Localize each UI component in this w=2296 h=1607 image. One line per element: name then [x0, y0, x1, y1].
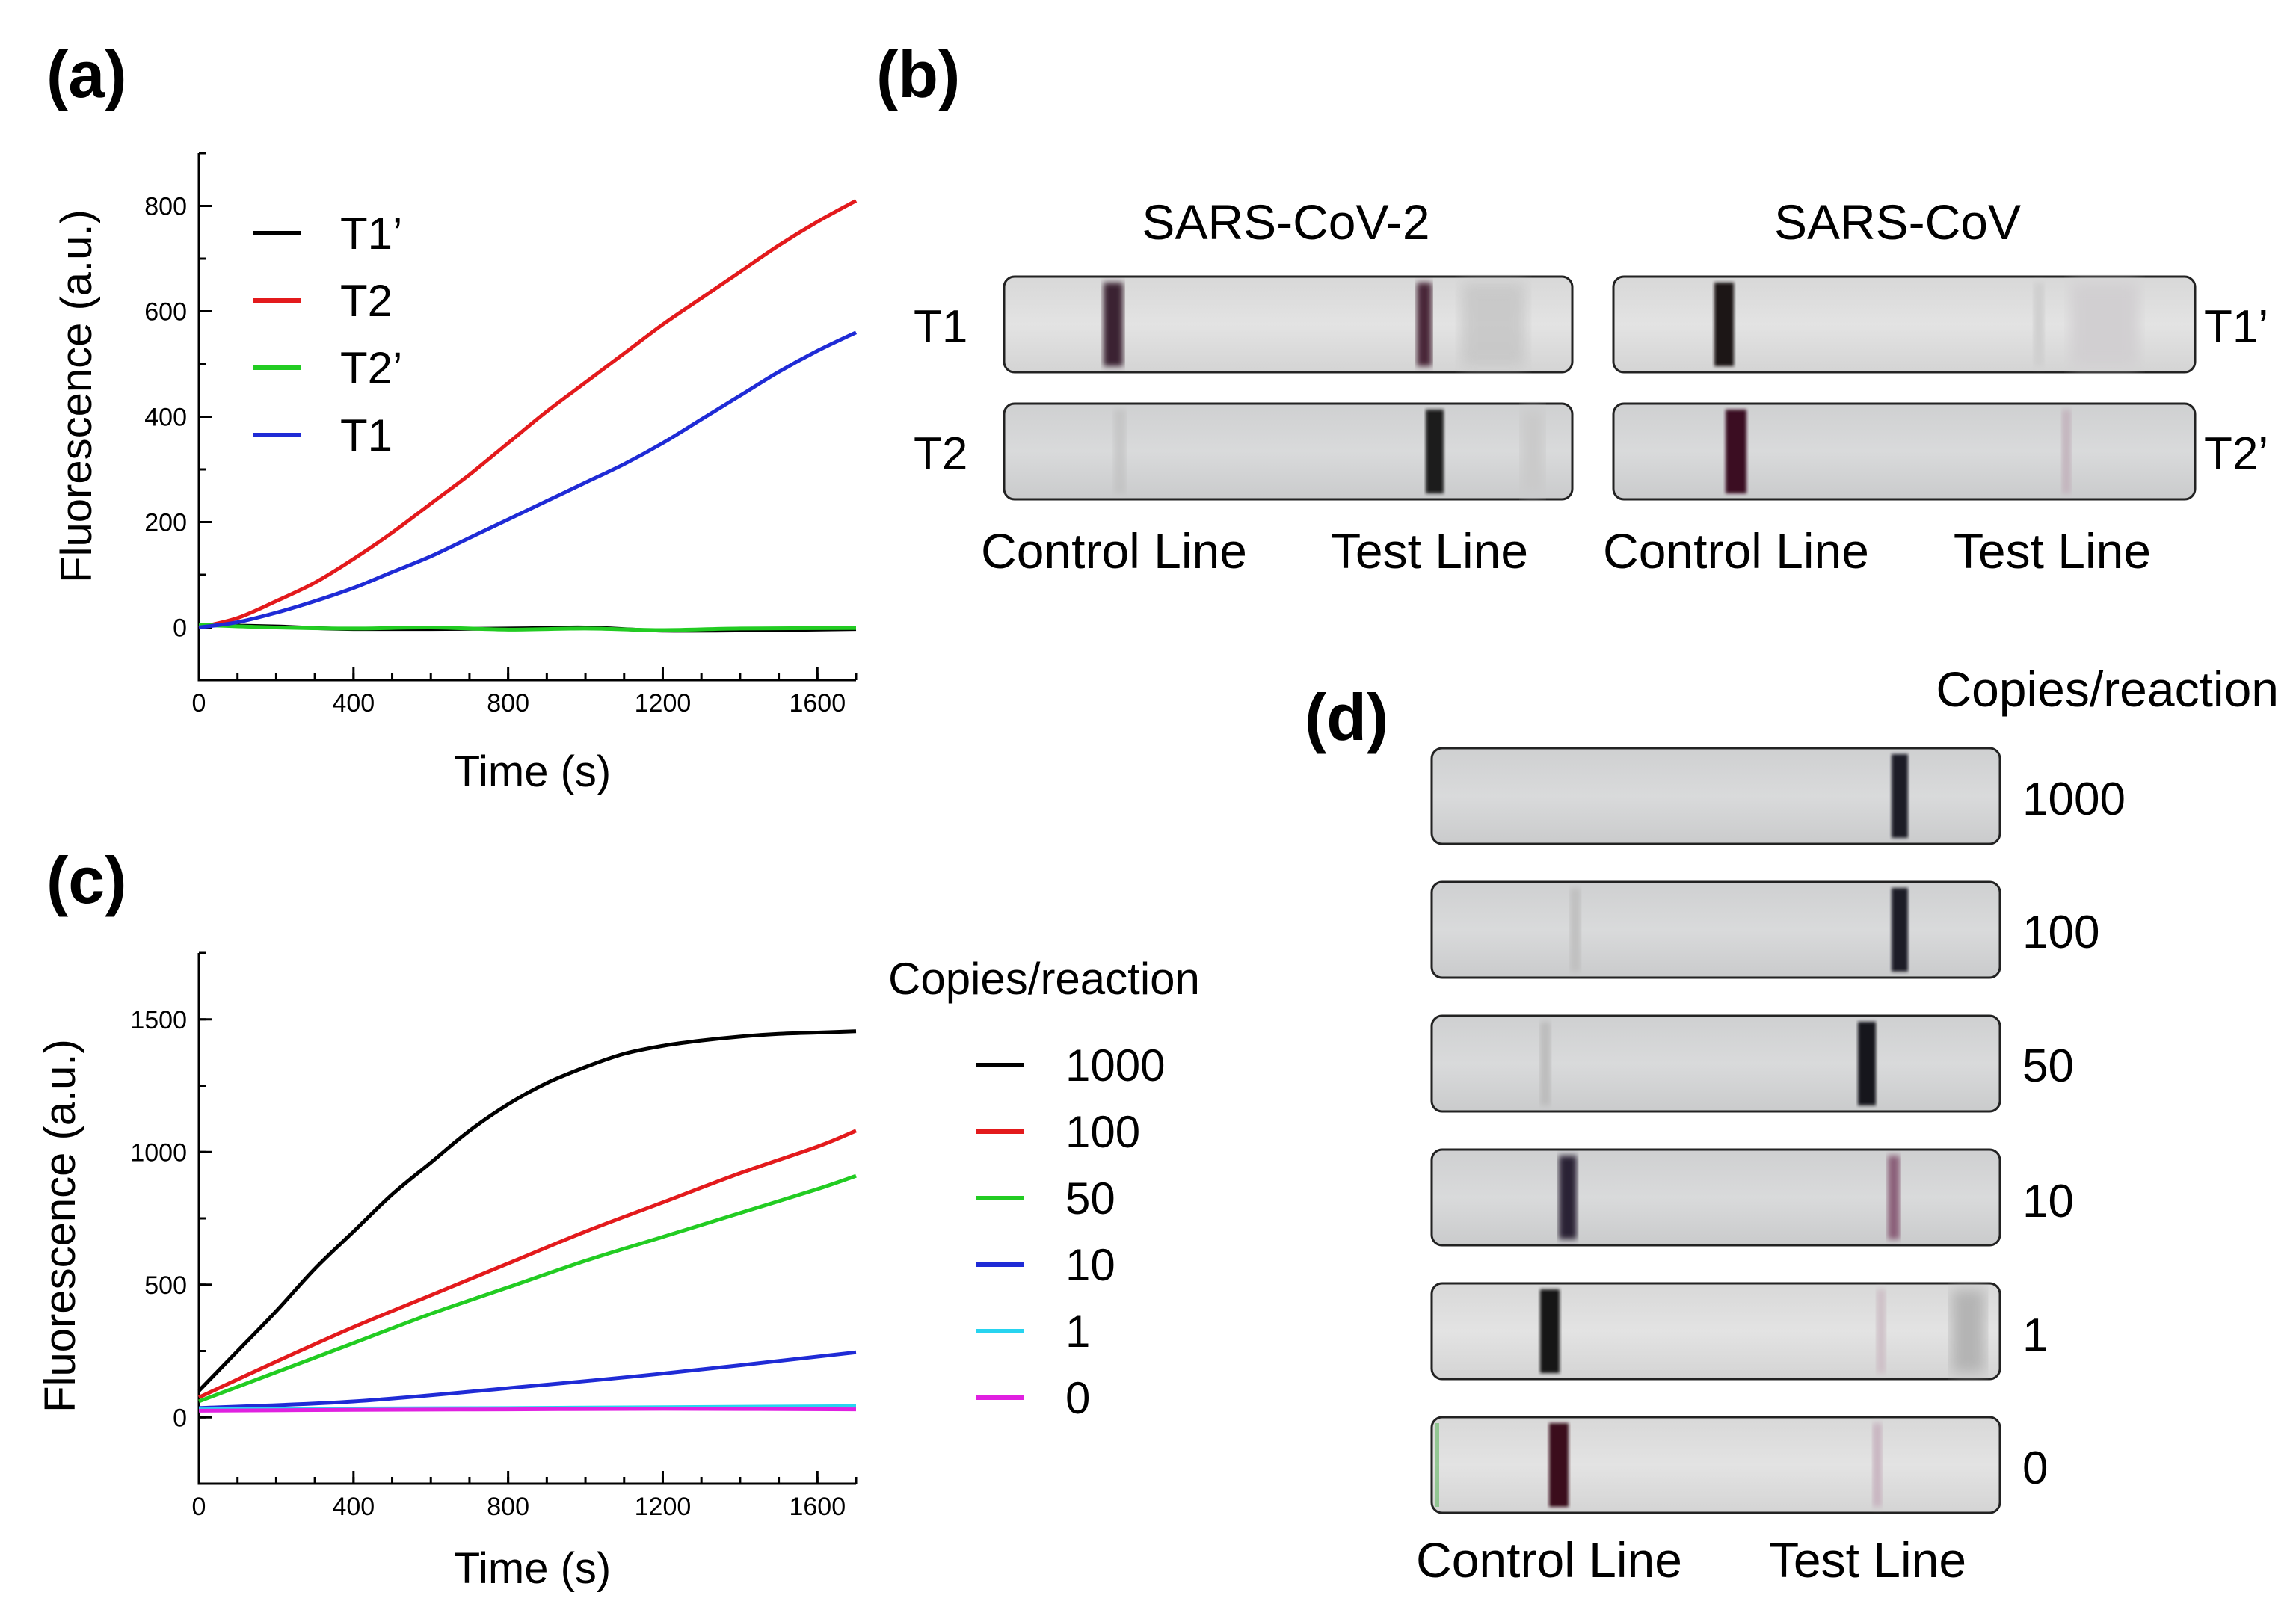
chart-a-series-line-1 — [198, 199, 858, 629]
chart-c-legend-label-4: 1 — [1065, 1307, 1090, 1357]
chart-c-y-tick-label: 0 — [173, 1404, 187, 1432]
chart-a-series-line-3 — [198, 330, 858, 629]
row-label-1: 1 — [2022, 1310, 2048, 1361]
panel-d-strips: Copies/reaction 1000 100 50 10 — [1416, 661, 2279, 1588]
strip-d-0 — [1430, 1416, 2001, 1514]
label-control-line-2: Control Line — [1603, 523, 1869, 579]
chart-c-series-line-5 — [198, 1407, 857, 1413]
chart-a-series-line-2 — [198, 623, 857, 632]
row-label-50: 50 — [2022, 1040, 2074, 1092]
chart-c-x-tick-label: 1200 — [635, 1493, 692, 1521]
panel-label-b: (b) — [876, 37, 960, 111]
panel-label-a: (a) — [46, 37, 127, 111]
label-control-line-1: Control Line — [981, 523, 1247, 579]
chart-a-x-tick-label: 800 — [487, 689, 529, 718]
chart-a-legend-label-0: T1’ — [340, 209, 402, 259]
strip-d-1000 — [1430, 747, 2001, 845]
chart-a-series — [198, 199, 858, 633]
row-label-t1: T1 — [914, 301, 967, 353]
test-line-band — [1426, 410, 1444, 493]
chart-a-ylabel: Fluorescence (a.u.) — [52, 209, 101, 583]
chart-c-x-tick-label: 1600 — [789, 1493, 846, 1521]
control-line-band — [1714, 283, 1734, 366]
chart-c-legend-label-2: 50 — [1065, 1173, 1115, 1224]
chart-c-legend-label-1: 100 — [1065, 1107, 1140, 1157]
chart-c-legend-label-3: 10 — [1065, 1240, 1115, 1290]
column-label-sars-cov-2: SARS-CoV-2 — [1142, 194, 1429, 250]
chart-c-series-line-2 — [198, 1173, 857, 1404]
chart-c-x-tick-label: 0 — [192, 1493, 206, 1521]
strip-sars-cov-t2-prime — [1612, 402, 2197, 501]
chart-c-legend-label-5: 0 — [1065, 1373, 1090, 1423]
panel-b-strips: SARS-CoV-2 SARS-CoV T1 T2 T1’ T2’ — [914, 194, 2268, 579]
label-test-line-1: Test Line — [1331, 523, 1528, 579]
chart-c-series-line-1 — [197, 1129, 857, 1399]
label-d-test-line: Test Line — [1769, 1532, 1966, 1588]
chart-a-axes: 0 400 800 1200 1600 0 200 400 600 800 — [144, 152, 858, 718]
chart-c-series-line-3 — [198, 1350, 857, 1410]
chart-a: 0 400 800 1200 1600 0 200 400 600 800 Time (s) Fl… — [52, 152, 858, 796]
chart-c-legend-label-0: 1000 — [1065, 1040, 1165, 1091]
panel-label-c: (c) — [46, 843, 127, 917]
row-label-10: 10 — [2022, 1176, 2074, 1227]
row-label-t2-prime: T2’ — [2204, 428, 2268, 480]
control-line-band — [1559, 1156, 1577, 1239]
strip-d-100 — [1430, 880, 2001, 979]
row-label-t2: T2 — [914, 428, 967, 480]
chart-a-y-tick-label: 800 — [144, 193, 187, 221]
chart-a-y-tick-label: 200 — [144, 509, 187, 537]
strip-d-10 — [1430, 1148, 2001, 1247]
chart-a-y-tick-label: 600 — [144, 298, 187, 327]
panel-d-title: Copies/reaction — [1936, 661, 2279, 717]
chart-a-legend: T1’ T2 T2’ T1 — [253, 209, 402, 460]
row-label-t1-prime: T1’ — [2204, 301, 2268, 353]
strip-d-50 — [1430, 1014, 2001, 1113]
chart-a-legend-label-1: T2 — [340, 276, 393, 326]
strip-sars-cov-2-t2 — [1003, 402, 1574, 501]
test-line-band — [1892, 888, 1908, 972]
chart-c-axes: 0 400 800 1200 1600 0 500 1000 1500 — [130, 951, 858, 1521]
chart-a-legend-label-2: T2’ — [340, 343, 402, 393]
chart-c-x-tick-label: 800 — [487, 1493, 529, 1521]
test-line-band — [1417, 283, 1432, 366]
label-test-line-2: Test Line — [1954, 523, 2151, 579]
chart-c-y-tick-label: 500 — [144, 1271, 187, 1300]
chart-c-series-line-0 — [197, 1029, 857, 1392]
control-line-band — [1104, 283, 1123, 366]
test-line-band — [1888, 1156, 1900, 1239]
control-line-band — [1549, 1423, 1569, 1507]
column-label-sars-cov: SARS-CoV — [1774, 194, 2021, 250]
row-label-1000: 1000 — [2022, 774, 2126, 825]
chart-a-x-tick-label: 0 — [192, 689, 206, 718]
chart-a-x-tick-label: 400 — [332, 689, 375, 718]
strip-sars-cov-t1-prime — [1612, 275, 2197, 374]
control-line-band — [1726, 410, 1746, 493]
panel-label-d: (d) — [1305, 680, 1388, 754]
chart-a-xlabel: Time (s) — [454, 747, 611, 796]
chart-c-ylabel: Fluorescence (a.u.) — [36, 1039, 84, 1413]
strip-sars-cov-2-t1 — [1003, 275, 1574, 374]
test-line-band — [1858, 1022, 1876, 1105]
chart-c-xlabel: Time (s) — [454, 1544, 611, 1593]
chart-a-x-tick-label: 1600 — [789, 689, 846, 718]
control-line-band — [1540, 1289, 1560, 1373]
chart-c-y-tick-label: 1000 — [130, 1138, 187, 1167]
chart-a-y-tick-label: 400 — [144, 404, 187, 432]
chart-c-series — [197, 1029, 857, 1413]
strip-d-1 — [1430, 1282, 2001, 1381]
test-line-band — [1892, 754, 1908, 838]
chart-c-y-tick-label: 1500 — [130, 1006, 187, 1034]
chart-a-y-tick-label: 0 — [173, 614, 187, 643]
label-d-control-line: Control Line — [1416, 1532, 1682, 1588]
chart-a-x-tick-label: 1200 — [635, 689, 692, 718]
row-label-100: 100 — [2022, 907, 2099, 958]
row-label-0: 0 — [2022, 1443, 2048, 1494]
chart-c-legend-title: Copies/reaction — [888, 954, 1200, 1004]
chart-c-x-tick-label: 400 — [332, 1493, 375, 1521]
chart-a-legend-label-3: T1 — [340, 410, 393, 460]
